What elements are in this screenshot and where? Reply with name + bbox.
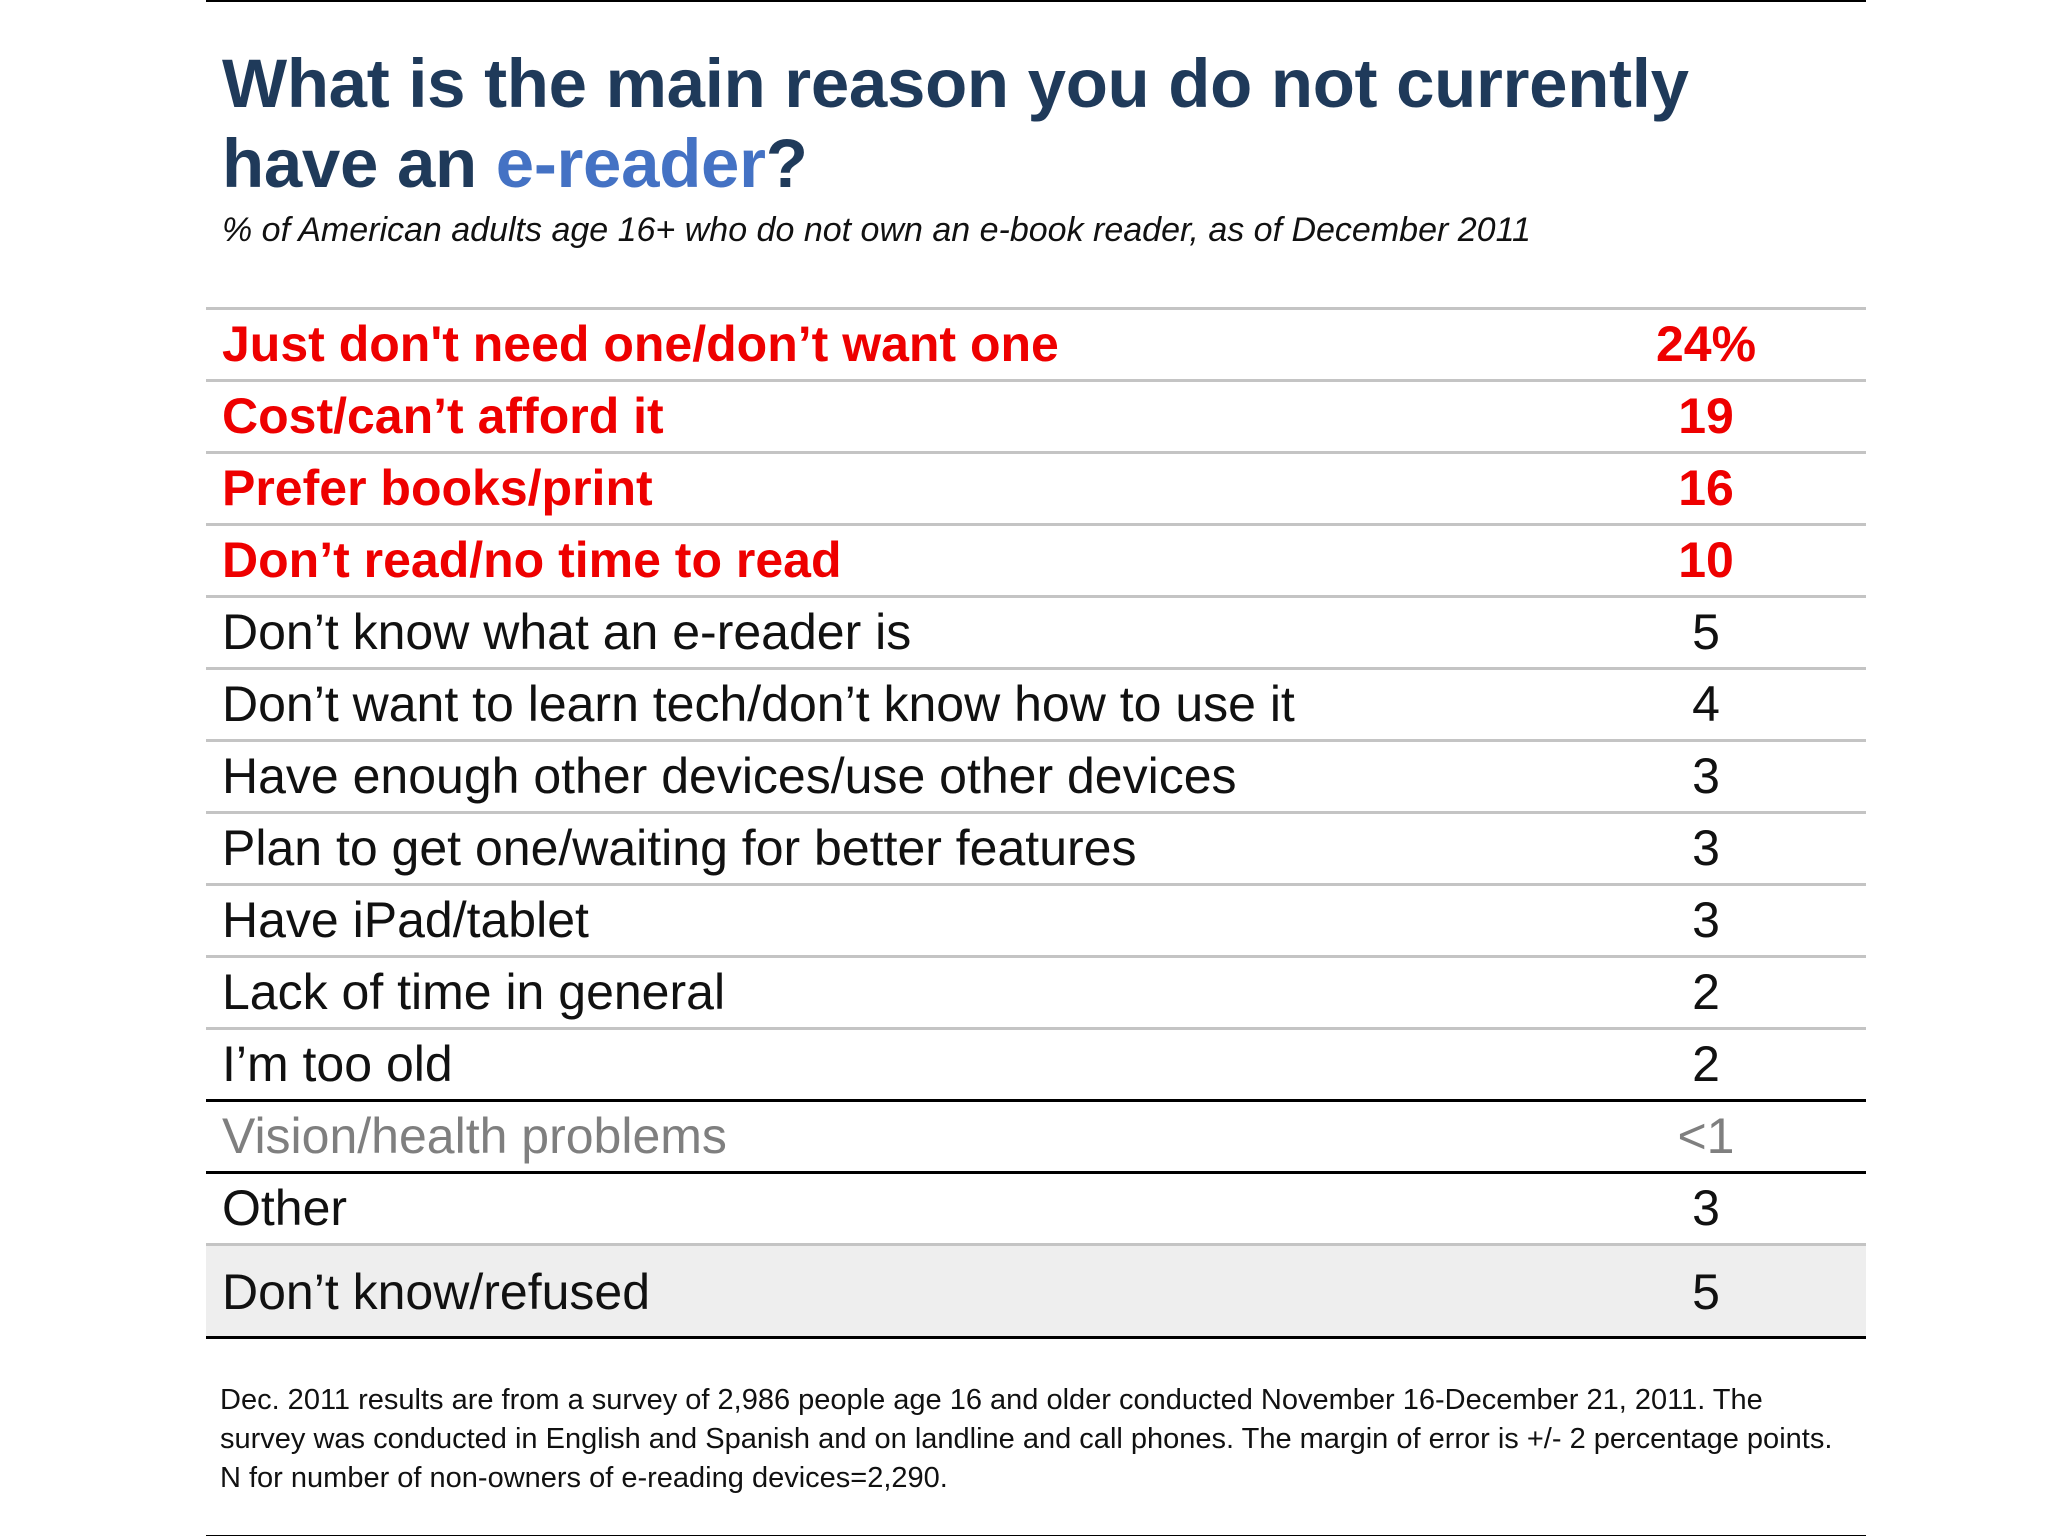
table-row: Plan to get one/waiting for better featu… xyxy=(206,811,1866,883)
table-row: Have iPad/tablet 3 xyxy=(206,883,1866,955)
table-row: Prefer books/print 16 xyxy=(206,451,1866,523)
row-value: 3 xyxy=(1692,748,1720,804)
row-label: Don’t want to learn tech/don’t know how … xyxy=(222,676,1295,732)
row-label: Vision/health problems xyxy=(222,1108,727,1164)
chart-subtitle: % of American adults age 16+ who do not … xyxy=(222,211,1531,249)
row-label: Other xyxy=(222,1180,348,1236)
row-value: 10 xyxy=(1678,532,1734,588)
row-label: I’m too old xyxy=(222,1036,453,1092)
row-value: 3 xyxy=(1692,820,1720,876)
row-value: 5 xyxy=(1692,1264,1720,1320)
row-label: Don’t know/refused xyxy=(222,1264,651,1320)
row-value: 19 xyxy=(1678,388,1734,444)
row-value: 5 xyxy=(1692,604,1720,660)
chart-title: What is the main reason you do not curre… xyxy=(222,44,1862,204)
table-row: Don’t know/refused 5 xyxy=(206,1243,1866,1339)
row-label: Cost/can’t afford it xyxy=(222,388,664,444)
results-table: Just don't need one/don’t want one 24% Cos… xyxy=(206,307,1866,1339)
row-label: Lack of time in general xyxy=(222,964,726,1020)
row-label: Just don't need one/don’t want one xyxy=(222,316,1059,372)
row-label: Don’t read/no time to read xyxy=(222,532,842,588)
table-row: Have enough other devices/use other devi… xyxy=(206,739,1866,811)
title-accent: e-reader xyxy=(495,125,766,202)
footnote: Dec. 2011 results are from a survey of 2… xyxy=(220,1384,1833,1494)
table-row: Lack of time in general 2 xyxy=(206,955,1866,1027)
row-label: Prefer books/print xyxy=(222,460,653,516)
table-row: Cost/can’t afford it 19 xyxy=(206,379,1866,451)
table-row: Just don't need one/don’t want one 24% xyxy=(206,307,1866,379)
title-suffix: ? xyxy=(765,125,808,202)
row-value: 3 xyxy=(1692,1180,1720,1236)
row-label: Don’t know what an e-reader is xyxy=(222,604,912,660)
row-value: 24% xyxy=(1655,316,1757,372)
row-label: Plan to get one/waiting for better featu… xyxy=(222,820,1137,876)
row-value: 3 xyxy=(1692,892,1720,948)
title-prefix: What is the main reason you do not curre… xyxy=(222,45,1689,202)
row-value: 16 xyxy=(1678,460,1734,516)
row-value: 2 xyxy=(1692,964,1720,1020)
row-value: 2 xyxy=(1692,1036,1720,1092)
top-rule xyxy=(206,0,1866,2)
row-value: <1 xyxy=(1677,1108,1735,1164)
table-row: Don’t want to learn tech/don’t know how … xyxy=(206,667,1866,739)
row-label: Have enough other devices/use other devi… xyxy=(222,748,1237,804)
row-value: 4 xyxy=(1692,676,1720,732)
table-row: I’m too old 2 xyxy=(206,1027,1866,1099)
table-row: Vision/health problems <1 xyxy=(206,1099,1866,1171)
table-row: Don’t know what an e-reader is 5 xyxy=(206,595,1866,667)
row-label: Have iPad/tablet xyxy=(222,892,589,948)
table-row: Don’t read/no time to read 10 xyxy=(206,523,1866,595)
table-row: Other 3 xyxy=(206,1171,1866,1243)
